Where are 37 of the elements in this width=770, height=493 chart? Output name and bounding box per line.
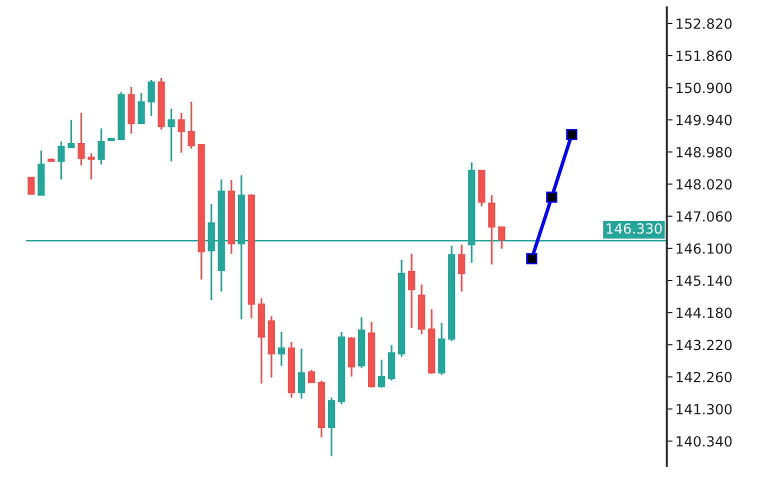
candlestick [308, 369, 316, 384]
candlestick [488, 194, 496, 266]
candlestick [58, 140, 65, 180]
y-tick-label: 150.900 [676, 82, 732, 94]
point [526, 253, 538, 264]
candlestick [168, 108, 175, 162]
y-tick-label: 146.100 [676, 243, 732, 254]
candlestick [298, 348, 306, 400]
y-tick-label: 147.060 [676, 211, 732, 222]
candlestick [498, 226, 506, 250]
candlestick [188, 100, 195, 150]
point [546, 192, 558, 203]
candlestick [68, 119, 75, 148]
y-tick-label: 140.340 [676, 436, 732, 447]
candlestick [378, 358, 386, 388]
candlestick [28, 176, 35, 195]
candlestick [278, 331, 285, 367]
candlestick [138, 92, 145, 124]
point [566, 129, 578, 140]
y-tick-label: 142.260 [676, 372, 732, 382]
y-tick-label: 148.020 [676, 179, 732, 190]
ref-line-label: 146.330 [606, 223, 662, 234]
y-tick-label: 141.300 [676, 404, 732, 414]
y-tick-label: 148.980 [676, 146, 732, 158]
candlestick [88, 152, 95, 180]
y-tick-label: 145.140 [676, 275, 732, 286]
y-tick-label: 144.180 [676, 308, 732, 318]
candlestick [408, 252, 416, 329]
candlestick [458, 244, 466, 292]
y-tick-label: 149.940 [676, 114, 732, 126]
y-tick-label: 143.220 [676, 340, 732, 350]
candlestick [98, 128, 105, 166]
y-tick-label: 152.820 [676, 18, 732, 29]
candlestick [148, 79, 155, 117]
candlestick [178, 112, 185, 154]
candlestick [78, 112, 85, 166]
y-tick-label: 151.860 [676, 50, 732, 62]
